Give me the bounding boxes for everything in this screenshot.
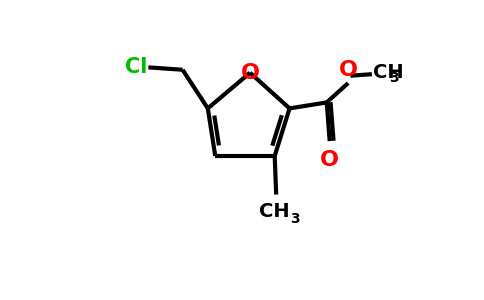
Text: CH: CH — [259, 202, 290, 221]
Text: O: O — [241, 63, 259, 83]
Text: O: O — [320, 150, 339, 170]
Text: 3: 3 — [290, 212, 300, 226]
Text: CH: CH — [373, 63, 404, 82]
Text: Cl: Cl — [124, 57, 147, 77]
Text: 3: 3 — [389, 71, 398, 85]
Text: O: O — [339, 60, 358, 80]
